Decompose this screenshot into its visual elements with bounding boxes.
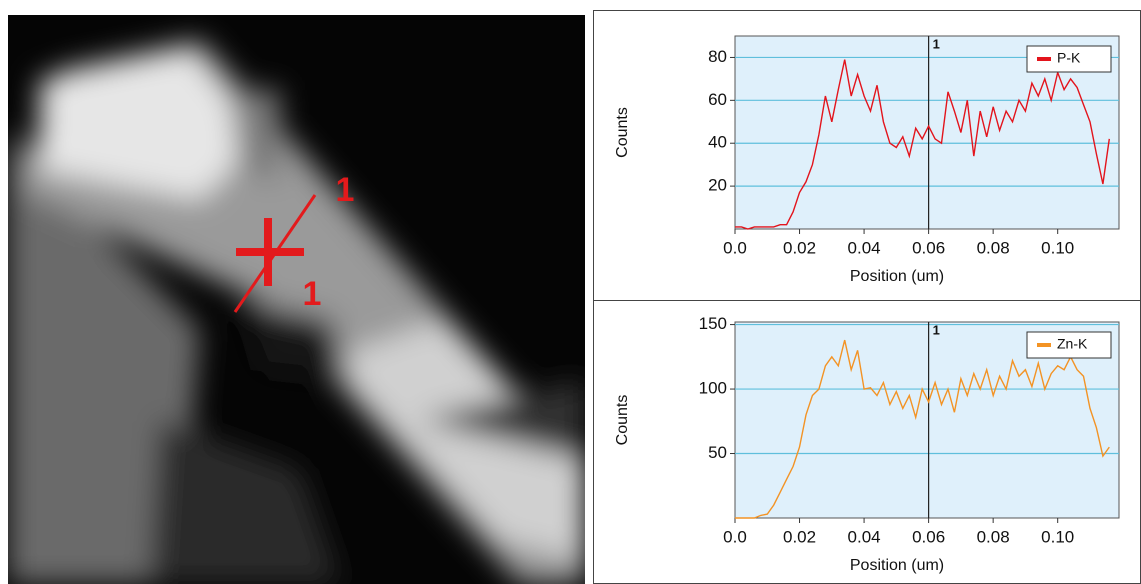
series-line (735, 339, 1110, 519)
x-tick-label: 0.0 (723, 238, 747, 257)
legend-label: P-K (1057, 50, 1081, 66)
x-tick-label: 0.0 (723, 527, 747, 546)
x-tick-label: 0.06 (912, 238, 945, 257)
y-tick-label: 150 (699, 314, 727, 333)
y-tick-label: 50 (708, 443, 727, 462)
y-tick-label: 100 (699, 379, 727, 398)
x-tick-label: 0.08 (977, 238, 1010, 257)
x-axis-label: Position (um) (850, 268, 944, 285)
x-tick-label: 0.02 (783, 527, 816, 546)
x-tick-label: 0.10 (1041, 527, 1074, 546)
x-tick-label: 0.06 (912, 527, 945, 546)
y-tick-label: 20 (708, 176, 727, 195)
y-tick-label: 80 (708, 47, 727, 66)
x-tick-label: 0.04 (848, 527, 881, 546)
cursor-label: 1 (933, 36, 940, 51)
y-tick-label: 40 (708, 133, 727, 152)
legend-label: Zn-K (1057, 336, 1088, 352)
series-line (735, 59, 1110, 230)
y-axis-label: Counts (614, 107, 631, 158)
scan-label: 1 (336, 171, 355, 209)
x-axis-label: Position (um) (850, 557, 944, 574)
x-tick-label: 0.10 (1041, 238, 1074, 257)
x-tick-label: 0.04 (848, 238, 881, 257)
x-tick-label: 0.08 (977, 527, 1010, 546)
cursor-label: 1 (933, 322, 940, 337)
y-tick-label: 60 (708, 90, 727, 109)
x-tick-label: 0.02 (783, 238, 816, 257)
micrograph (8, 15, 585, 584)
y-axis-label: Counts (614, 395, 631, 446)
scan-label: 1 (303, 275, 322, 313)
